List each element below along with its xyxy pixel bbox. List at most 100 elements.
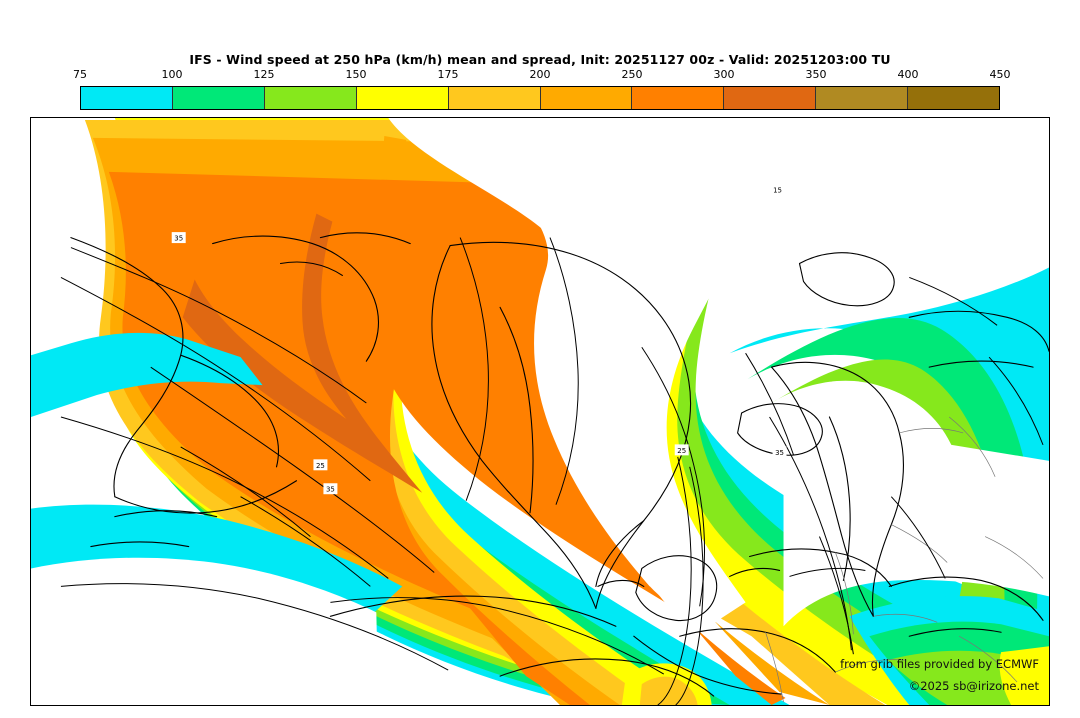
- coastline-segment: [329, 595, 617, 627]
- page-title: IFS - Wind speed at 250 hPa (km/h) mean …: [189, 52, 891, 67]
- colorbar-segment-175-200: [448, 87, 541, 109]
- coastline-segment: [180, 354, 280, 468]
- spread-contour: [150, 366, 435, 573]
- border-segment: [899, 428, 964, 434]
- sub-75-ne-hole: [865, 177, 1049, 258]
- colorbar-segment-75-100: [81, 87, 173, 109]
- spread-contour: [60, 277, 371, 482]
- coastlines: [70, 232, 1049, 697]
- spread-contour: [641, 346, 705, 607]
- colorbar-tick-5: 200: [529, 68, 551, 81]
- wind-speed-bands: [31, 118, 1049, 705]
- spread-contour: [549, 237, 579, 505]
- copyright-note: ©2025 sb@irizone.net: [908, 679, 1039, 693]
- spread-contour: [789, 567, 866, 577]
- colorbar-tick-6: 250: [621, 68, 643, 81]
- colorbar-tick-10: 450: [989, 68, 1011, 81]
- spread-contour: [909, 276, 998, 326]
- colorbar-tick-labels: 75 100 125 150 175 200 250 300 350 400 4…: [73, 68, 1011, 84]
- coastline-segment: [499, 306, 534, 514]
- colorbar-segment-150-175: [356, 87, 449, 109]
- coastline-segment: [597, 579, 645, 587]
- coastline-segment: [279, 261, 343, 277]
- spread-contour: [818, 536, 854, 655]
- spread-contour-labels: 35 25 15 35 25 35: [171, 184, 787, 495]
- spread-label-background: [772, 446, 787, 458]
- sub-75-south-ocean: [31, 557, 379, 705]
- colorbar-segment-100-125: [172, 87, 265, 109]
- colorbar-segment-300-350: [724, 87, 817, 109]
- coastline-segment: [737, 403, 823, 456]
- coastline-segment: [770, 361, 904, 617]
- wind-speed-map: 35 25 15 35 25 35: [31, 118, 1049, 705]
- border-segment: [948, 416, 996, 477]
- border-segment: [765, 632, 784, 703]
- sub-75-greenland-inner: [466, 118, 730, 587]
- spread-label-background: [171, 232, 186, 244]
- spread-contour-label: 35: [174, 235, 183, 243]
- border-segment: [959, 635, 1018, 683]
- coastline-segment: [319, 232, 411, 245]
- country-borders: [765, 416, 1044, 703]
- spread-label-background: [770, 184, 785, 196]
- spread-contour-label: 15: [773, 187, 782, 195]
- coastline-segment: [828, 416, 851, 581]
- spread-contour: [459, 237, 489, 501]
- coastline-segment: [798, 252, 895, 307]
- coastline-segment: [114, 480, 298, 514]
- colorbar-tick-0: 75: [73, 68, 87, 81]
- colorbar-tick-8: 350: [805, 68, 827, 81]
- coastline-segment: [212, 235, 380, 362]
- map-canvas[interactable]: 35 25 15 35 25 35 from grib files provided by…: [30, 117, 1050, 706]
- spread-contour: [60, 416, 389, 579]
- spread-contour: [60, 583, 449, 671]
- coastline-segment: [431, 245, 597, 609]
- colorbar-tick-1: 100: [161, 68, 183, 81]
- coastline-segment: [908, 628, 1002, 637]
- spread-contour: [675, 466, 704, 705]
- spread-contour-label: 25: [677, 447, 686, 455]
- coastline-segment: [449, 241, 692, 609]
- colorbar-tick-2: 125: [253, 68, 275, 81]
- coastline-segment: [928, 360, 1034, 368]
- coastline-segment: [90, 541, 190, 548]
- spread-contour: [180, 446, 311, 537]
- spread-contour: [890, 496, 946, 579]
- spread-contour-label: 35: [326, 486, 335, 494]
- border-segment: [891, 524, 948, 563]
- colorbar-tick-3: 150: [345, 68, 367, 81]
- colorbar-gradient: [80, 86, 1000, 110]
- spread-contour: [657, 456, 692, 705]
- coastline-segment: [635, 555, 718, 622]
- colorbar-segment-400-450: [908, 87, 1000, 109]
- border-segment: [873, 613, 938, 623]
- spread-contour: [745, 352, 794, 456]
- coastline-segment: [499, 658, 715, 697]
- coastline-segment: [908, 310, 1049, 352]
- colorbar-tick-4: 175: [437, 68, 459, 81]
- spread-label-background: [674, 444, 689, 456]
- spread-contour-label: 35: [775, 449, 784, 457]
- band-175-200-south-blob: [639, 676, 698, 705]
- band-100-125-scandinavia: [747, 317, 1038, 705]
- spread-contour: [240, 496, 371, 587]
- data-source-note: from grib files provided by ECMWF: [840, 657, 1039, 671]
- colorbar-tick-9: 400: [897, 68, 919, 81]
- colorbar-segment-350-400: [816, 87, 909, 109]
- spread-contour: [70, 247, 367, 404]
- coastline-segment: [595, 520, 645, 587]
- spread-label-background: [323, 483, 338, 495]
- sub-75-russia-hole: [783, 437, 1049, 627]
- coastline-segment: [770, 366, 874, 617]
- coastline-segment: [114, 510, 218, 518]
- band-150-175-se-blob: [999, 646, 1049, 705]
- colorbar-segment-125-150: [264, 87, 357, 109]
- colorbar-segment-200-250: [540, 87, 633, 109]
- coastline-segment: [888, 576, 1044, 621]
- coastline-segment: [749, 548, 892, 587]
- spread-contour: [988, 356, 1044, 446]
- border-segment: [835, 659, 906, 673]
- colorbar: [80, 86, 1000, 110]
- spread-contours: [60, 237, 1044, 705]
- band-300-350-core: [182, 213, 423, 493]
